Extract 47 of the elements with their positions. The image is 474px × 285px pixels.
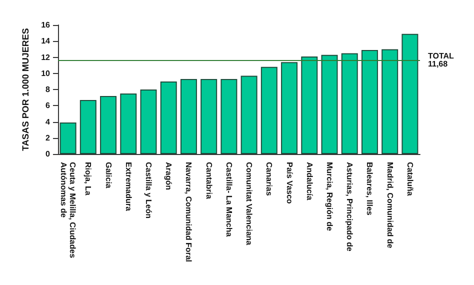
x-tick-label: Castilla y León — [144, 162, 153, 219]
y-tick-label: 16 — [41, 20, 51, 30]
x-tick-label: Canarias — [264, 162, 274, 196]
y-tick-label: 12 — [41, 52, 51, 62]
bar — [60, 122, 76, 154]
x-tick-label: Madrid, Comunidad de — [385, 162, 394, 249]
x-tick-label: Andalucía — [304, 162, 314, 201]
x-tick-label: Castilla- La Mancha — [224, 162, 234, 238]
y-tick-label: 8 — [46, 85, 51, 94]
bar — [281, 62, 298, 154]
bar — [341, 53, 358, 154]
x-tick-label: Comunitat Valenciana — [244, 162, 254, 246]
x-tick-label: Cantabria — [204, 162, 214, 200]
x-tick-label: Murcia, Región de — [325, 162, 334, 232]
bar — [240, 76, 258, 154]
x-tick-label: Galicia — [104, 162, 113, 189]
y-tick-label: 2 — [46, 133, 51, 142]
bar — [301, 56, 318, 154]
bar — [160, 81, 177, 154]
ref-line-label: TOTAL 11,68 — [428, 51, 454, 68]
y-tick-label: 10 — [41, 68, 51, 78]
x-tick-label: Baleares, Illes — [365, 162, 374, 216]
x-tick-label: Rioja, La — [84, 162, 93, 196]
bar — [100, 96, 117, 154]
y-axis-title: TASAS POR 1.000 MUJERES — [20, 28, 31, 151]
bar — [321, 54, 338, 154]
x-tick-label: Aragón — [164, 162, 174, 190]
bar — [260, 66, 278, 154]
bar — [402, 34, 418, 154]
x-tick-label: Extremadura — [124, 162, 133, 212]
y-tick-label: 6 — [46, 101, 51, 110]
bar — [220, 79, 238, 154]
y-tick-label: 14 — [41, 36, 51, 46]
x-tick-label: Asturias, Principado de — [345, 162, 354, 252]
bar — [120, 94, 137, 154]
x-tick-label: Cataluña — [405, 162, 414, 196]
y-tick-label: 4 — [46, 117, 51, 126]
bar — [200, 79, 218, 154]
x-tick-label: País Vasco — [284, 162, 294, 204]
bar — [361, 50, 378, 154]
x-tick-label: Navarra, Comunidad Foral — [184, 162, 194, 262]
bar — [180, 79, 197, 154]
y-tick-label: 0 — [46, 150, 51, 158]
bar — [80, 100, 96, 154]
x-tick-label: Ceuta y Melilla, Ciudades Autónomas de — [59, 162, 78, 260]
bar — [382, 49, 398, 154]
bar — [140, 90, 157, 154]
